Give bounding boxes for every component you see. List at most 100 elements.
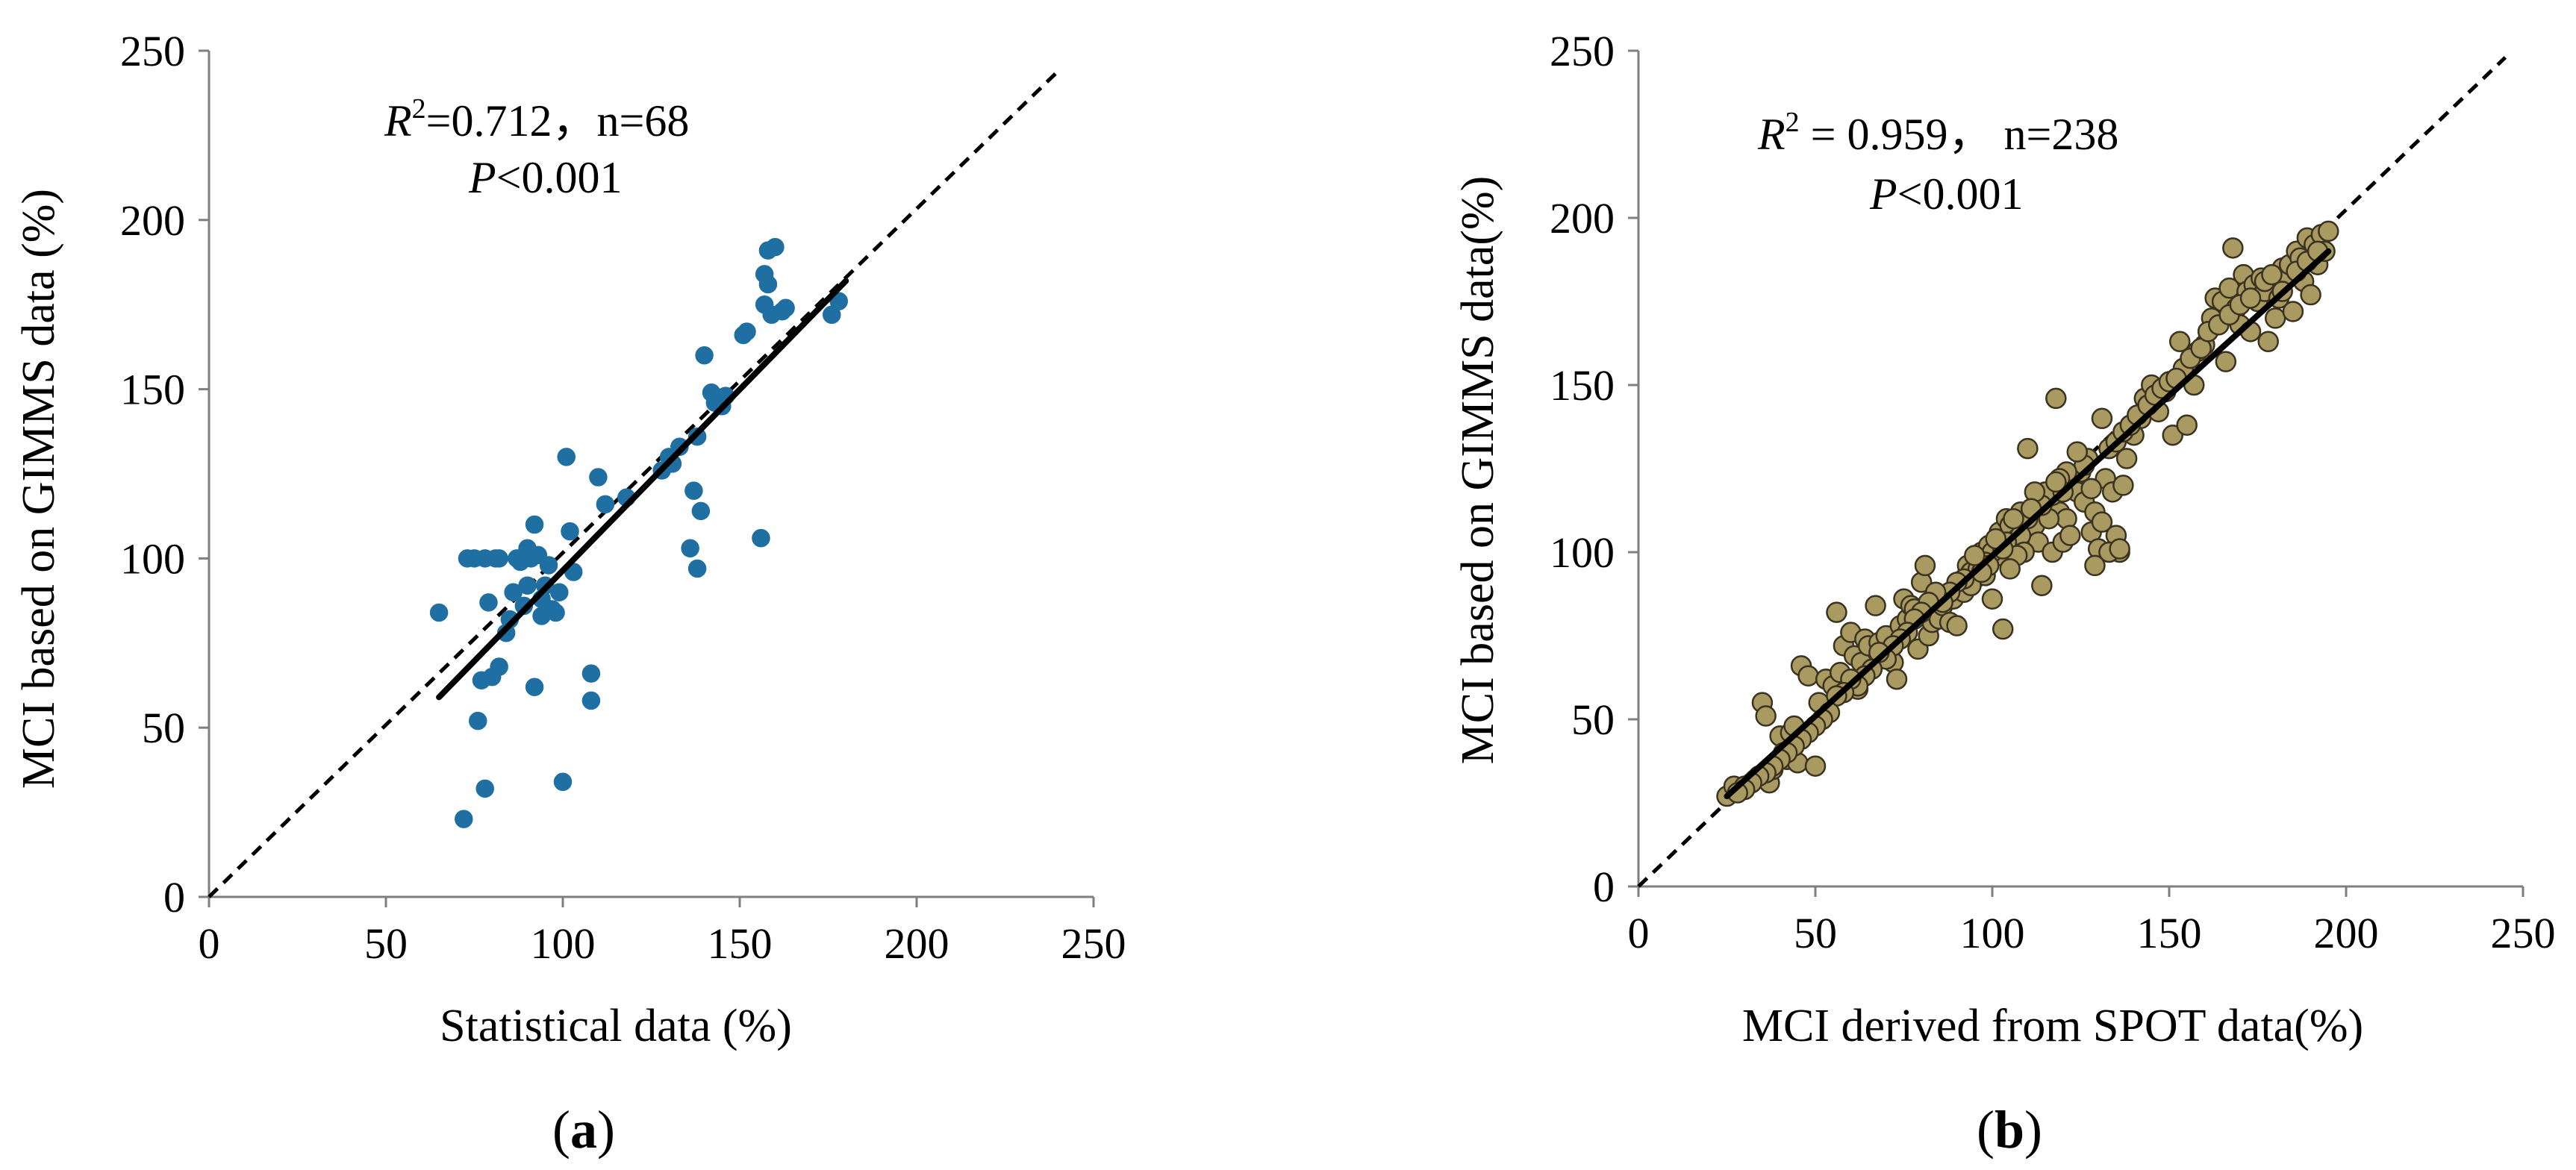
panel-a-data-point (475, 779, 494, 798)
panel-a-x-tick-label: 100 (531, 919, 596, 968)
panel-b-data-point (2222, 237, 2244, 259)
panel-a-data-point (525, 515, 544, 534)
panel-a-x-tick-label: 250 (1061, 919, 1126, 968)
panel-a-y-tick-label: 250 (120, 27, 185, 75)
panel-a-data-point (581, 664, 601, 683)
panel-b-axes (1628, 49, 2524, 897)
panel-a-data-point (691, 501, 711, 521)
panel-b-x-tick-label: 0 (1628, 909, 1650, 957)
panel-a-x-axis-label: Statistical data (%) (440, 1001, 792, 1051)
panel-a-chart: 0 50 100 150 200 250 0 50 100 150 200 250 Statistic… (13, 27, 1126, 1160)
panel-b-x-tick-label: 200 (2314, 909, 2379, 957)
panel-a-data-point (518, 576, 537, 595)
panel-a-x-tick-label: 50 (364, 919, 408, 968)
panel-a-y-axis-label: MCI based on GIMMS data (%) (13, 189, 64, 789)
panel-a-label: (a) (552, 1100, 615, 1160)
panel-b-data-point (2239, 287, 2262, 309)
panel-a-data-point (695, 345, 714, 365)
panel-b-y-tick-label: 50 (1571, 695, 1615, 744)
panel-a-data-point (766, 237, 785, 257)
panel-b-y-tick-label: 100 (1550, 528, 1615, 577)
panel-b-data-point (2059, 525, 2081, 546)
panel-a-data-point (581, 691, 601, 710)
panel-a-data-point (681, 539, 699, 558)
panel-a-regression-line (436, 278, 849, 701)
panel-b-data-point (2261, 263, 2283, 286)
panel-a-reference-line (208, 69, 1060, 898)
panel-b-data-point (2091, 407, 2113, 430)
panel-b-y-axis-label: MCI based on GIMMS data(%) (1453, 176, 1503, 765)
panel-a-data-point (684, 481, 703, 500)
panel-b-data-point (2080, 478, 2102, 500)
panel-b-data-point (1804, 755, 1827, 777)
panel-b-data-point (2066, 441, 2089, 463)
panel-b-fit-line (1724, 248, 2332, 800)
panel-a-r2-annotation: R2=0.712，n=68 (384, 93, 689, 146)
panel-b-label: (b) (1977, 1100, 2042, 1160)
panel-b-y-tick-label: 150 (1550, 361, 1615, 410)
panel-a-data-point (687, 559, 707, 578)
panel-a-data-point (758, 275, 778, 294)
panel-b-data-point (2282, 301, 2304, 322)
panel-b-y-tick-label: 200 (1550, 194, 1615, 243)
panel-a-data-point (776, 298, 795, 317)
panel-a-points (429, 237, 848, 828)
panel-b-data-point (2176, 414, 2198, 437)
panel-b-data-point (1985, 528, 2006, 550)
panel-b-regression-line (1724, 248, 2332, 800)
panel-b-data-point (2300, 284, 2321, 306)
panel-b-data-point (2003, 507, 2024, 530)
panel-b-data-point (2318, 220, 2339, 243)
panel-b-data-point (1914, 554, 1936, 577)
panel-b-x-tick-label: 100 (1960, 909, 2025, 957)
panel-b-data-point (1797, 665, 1819, 687)
panel-a-x-tick-label: 0 (199, 919, 220, 968)
panel-a-one-to-one-line (208, 69, 1060, 898)
panel-b-data-point (2168, 331, 2191, 353)
panel-b-data-point (2031, 575, 2053, 597)
panel-a-data-point (429, 603, 449, 622)
panel-b-y-tick-label: 250 (1550, 27, 1615, 75)
panel-a-data-point (557, 448, 576, 466)
panel-a-data-point (553, 772, 573, 792)
panel-a-y-tick-label: 50 (142, 704, 185, 752)
panel-b-data-point (2215, 351, 2237, 372)
panel-a-y-tick-label: 150 (120, 366, 185, 414)
panel-b-data-point (2045, 471, 2067, 493)
panel-a-data-point (525, 678, 544, 697)
panel-b-p-annotation: P<0.001 (1869, 169, 2024, 219)
panel-b-data-point (2264, 307, 2286, 329)
panel-a-tick-labels: 0 50 100 150 200 250 0 50 100 150 200 250 (120, 27, 1126, 968)
panel-a-y-tick-label: 100 (120, 534, 185, 583)
panel-b-data-point (1992, 618, 2014, 640)
panel-b-r2-annotation: R2 = 0.959， n=238 (1757, 107, 2118, 159)
panel-b-data-point (1964, 545, 1986, 566)
panel-b-data-point (1886, 668, 1908, 690)
panel-a-data-point (490, 549, 508, 568)
panel-b-data-point (1999, 558, 2021, 580)
panel-b-data-point (2162, 424, 2183, 446)
panel-a-data-point (546, 603, 565, 622)
panel-a-data-point (490, 657, 508, 676)
panel-a-data-point (539, 556, 558, 575)
panel-b-chart: 0 50 100 150 200 250 0 50 100 150 200 250 MCI deriv… (1453, 27, 2556, 1160)
panel-a-y-tick-label: 0 (163, 873, 185, 922)
panel-b-data-point (2084, 554, 2106, 577)
panel-b-data-point (2045, 387, 2067, 410)
panel-b-data-point (2109, 538, 2130, 560)
panel-a-p-annotation: P<0.001 (468, 153, 623, 202)
panel-a-data-point (550, 583, 569, 602)
panel-b-y-tick-label: 0 (1593, 863, 1615, 911)
panel-b-data-point (1981, 588, 2003, 610)
panel-a-data-point (589, 468, 608, 487)
panel-b-x-tick-label: 250 (2491, 909, 2556, 957)
panel-b-tick-labels: 0 50 100 150 200 250 0 50 100 150 200 250 (1550, 27, 2556, 957)
panel-a-x-tick-label: 200 (885, 919, 949, 968)
panel-b-data-point (2257, 331, 2279, 353)
panel-a-data-point (468, 711, 487, 731)
panel-a-y-tick-label: 200 (120, 196, 185, 245)
panel-a-data-point (561, 522, 579, 541)
panel-b-data-point (1755, 705, 1777, 727)
panel-b-data-point (2112, 475, 2134, 496)
